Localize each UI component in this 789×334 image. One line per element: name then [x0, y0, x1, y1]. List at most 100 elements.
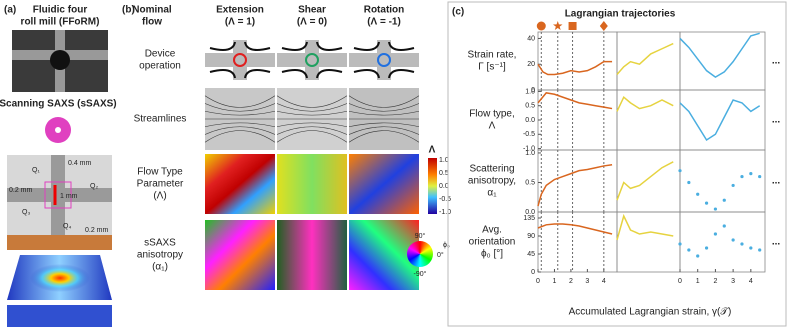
series-line	[537, 60, 613, 76]
streamline	[204, 95, 276, 108]
x-tick-label: 1	[553, 278, 557, 285]
marker-symbol	[599, 21, 608, 31]
col-header: Shear	[298, 5, 326, 16]
wheel-label: ϕ₀	[443, 242, 450, 249]
photo-well	[50, 50, 70, 70]
streamline	[204, 126, 276, 135]
flow-indicator	[233, 53, 247, 67]
streamline	[276, 130, 348, 143]
image-tile	[205, 220, 275, 290]
series-point	[731, 183, 735, 188]
streamline	[276, 95, 348, 108]
device-side	[7, 235, 112, 250]
series-point	[704, 246, 709, 250]
y-tick-label: -0.5	[523, 131, 535, 138]
panel-label: (c)	[452, 7, 464, 18]
y-tick-label: 45	[527, 251, 535, 258]
scan-box	[44, 181, 72, 209]
detector	[7, 305, 112, 327]
panel-label: (a)	[4, 5, 16, 16]
row-label: operation	[139, 61, 181, 72]
plot-frame	[537, 149, 618, 213]
y-tick-label: -1.0	[523, 145, 535, 152]
plot-frame	[537, 89, 618, 151]
device-channel	[7, 155, 112, 235]
row-label: Strain rate,	[468, 50, 517, 61]
y-tick-label: 0.0	[525, 117, 535, 124]
plot-frame	[679, 149, 766, 213]
wheel-label: 0°	[437, 251, 444, 259]
plot-frame	[616, 31, 681, 91]
flow-arrow	[353, 41, 415, 79]
plot-frame	[537, 211, 618, 273]
series-point	[749, 246, 753, 250]
dimension: 1 mm	[60, 193, 78, 200]
row-label: Flow type,	[469, 109, 515, 120]
image-grid	[204, 40, 420, 290]
device-channel	[349, 40, 419, 80]
device-label: Q₃	[22, 209, 30, 216]
row-label: Flow Type	[137, 167, 183, 178]
ellipsis: ...	[772, 56, 781, 67]
row-label: Λ	[489, 121, 496, 132]
y-tick-label: 0	[531, 269, 535, 276]
series-line	[537, 223, 613, 235]
row-label: anisotropy	[137, 250, 183, 261]
x-tick-label: 4	[602, 278, 606, 285]
series-point	[722, 198, 726, 202]
series-line	[679, 32, 760, 79]
streamline	[276, 126, 348, 135]
series-point	[678, 242, 682, 246]
colorbar	[428, 158, 437, 214]
panel-label: (b)	[122, 5, 135, 16]
flow-indicator	[305, 53, 319, 67]
row-label: Avg.	[482, 225, 502, 236]
series-point	[696, 254, 700, 258]
plot-frame	[616, 149, 681, 213]
y-tick-label: 0.5	[525, 179, 535, 186]
y-tick-label: 0.0	[525, 209, 535, 216]
x-tick-label: 2	[569, 278, 573, 285]
series-line	[616, 95, 674, 112]
title: roll mill (FFoRM)	[21, 17, 100, 28]
ellipsis: ...	[772, 115, 781, 126]
y-tick-label: 90	[527, 233, 535, 240]
series-line	[679, 99, 761, 142]
ellipsis: ...	[772, 237, 781, 248]
y-tick-label: 135	[523, 215, 535, 222]
marker-symbol	[536, 21, 546, 31]
series-point	[740, 242, 744, 246]
row-label: Device	[145, 49, 176, 60]
flow-indicator	[377, 53, 391, 67]
y-tick-label: 20	[527, 61, 535, 68]
x-tick-label: 3	[731, 278, 735, 285]
x-tick-label: 0	[536, 278, 540, 285]
series-point	[704, 201, 709, 205]
row-label: orientation	[469, 237, 516, 248]
colorbar-tick: 0.0	[439, 183, 449, 190]
series-point	[696, 192, 700, 196]
scatter-pattern	[30, 264, 90, 292]
row-label: (Λ)	[153, 191, 166, 202]
marker-symbol	[552, 21, 563, 31]
y-tick-label: 0.5	[525, 103, 535, 110]
streamline	[348, 110, 420, 116]
radiation-icon	[55, 127, 61, 133]
colorbar-title: Λ	[429, 145, 436, 156]
streamline	[276, 122, 348, 128]
series-point	[713, 232, 718, 236]
dimension: 0.2 mm	[85, 227, 109, 234]
col-header: flow	[142, 17, 162, 28]
wheel-label: -90°	[414, 270, 427, 278]
row-label: Parameter	[137, 179, 184, 190]
marker-symbol	[568, 22, 577, 30]
image-tile	[349, 154, 419, 214]
device-label: Q₁	[32, 167, 40, 174]
row-label: Scattering	[469, 164, 514, 175]
series-point	[749, 172, 753, 176]
streamline	[348, 130, 420, 143]
col-header: (Λ = 1)	[225, 17, 255, 28]
